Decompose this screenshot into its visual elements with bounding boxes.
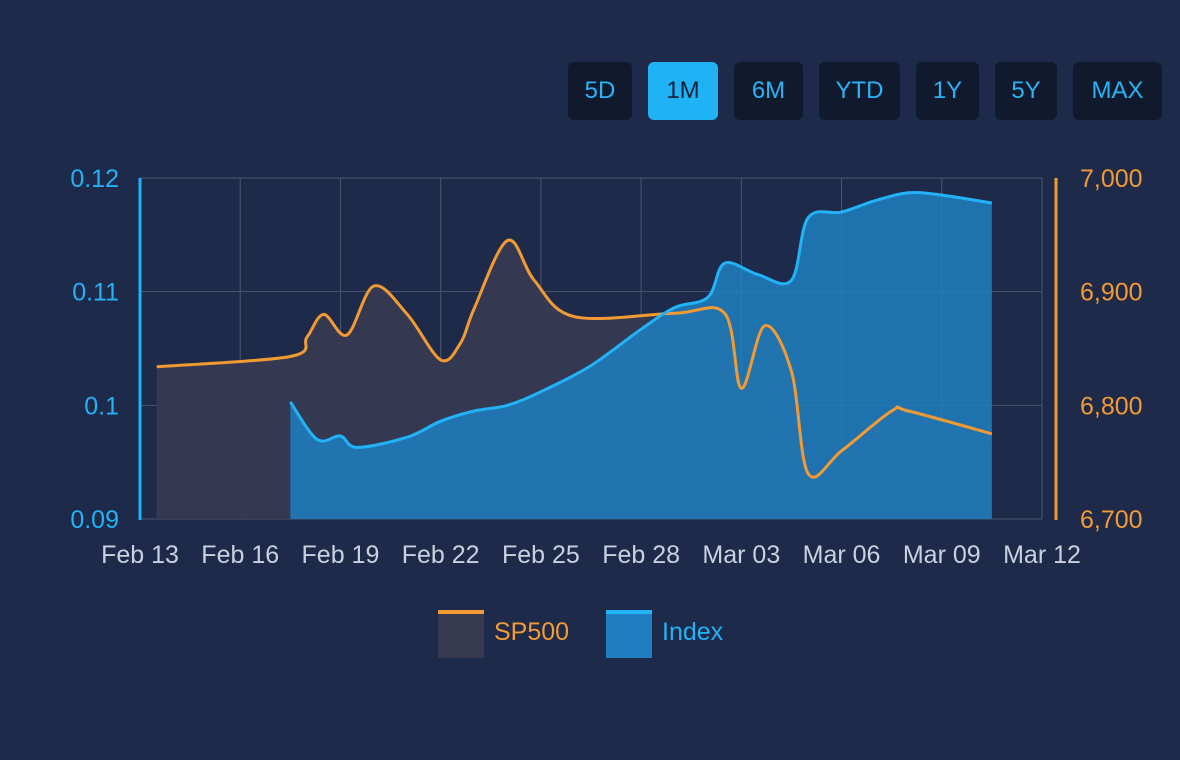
legend-index[interactable]: Index	[606, 610, 746, 660]
legend-sp500[interactable]: SP500	[438, 610, 598, 660]
legend-sp500-label: SP500	[494, 618, 570, 646]
y-right-tick-label: 6,900	[1080, 279, 1143, 307]
range-button-1m[interactable]: 1M	[648, 62, 718, 120]
chart: 0.12 0.11 0.1 0.09 7,000 6,900 6,800 6,700 Feb 1…	[70, 165, 1143, 569]
sp500-line	[156, 238, 993, 479]
range-button-ytd[interactable]: YTD	[819, 62, 900, 120]
range-button-6m[interactable]: 6M	[734, 62, 803, 120]
x-tick-label: Mar 12	[1003, 541, 1081, 569]
y-right-tick-label: 6,700	[1080, 506, 1143, 534]
y-right-tick-label: 7,000	[1080, 165, 1143, 193]
range-button-5y[interactable]: 5Y	[995, 62, 1057, 120]
index-area	[290, 192, 992, 520]
range-button-5d[interactable]: 5D	[568, 62, 632, 120]
legend-index-label: Index	[662, 618, 724, 646]
x-tick-label: Feb 22	[402, 541, 480, 569]
y-right-tick-label: 6,800	[1080, 392, 1143, 420]
x-tick-label: Feb 19	[302, 541, 380, 569]
x-tick-label: Feb 25	[502, 541, 580, 569]
y-left-tick-label: 0.11	[72, 279, 119, 307]
x-tick-label: Feb 13	[101, 541, 179, 569]
x-tick-label: Mar 09	[903, 541, 981, 569]
y-left-tick-label: 0.1	[84, 392, 119, 420]
x-tick-label: Mar 06	[803, 541, 881, 569]
range-button-1y[interactable]: 1Y	[916, 62, 979, 120]
index-line	[289, 190, 993, 449]
y-left-tick-label: 0.09	[70, 506, 119, 534]
range-button-max[interactable]: MAX	[1073, 62, 1162, 120]
x-tick-label: Feb 28	[602, 541, 680, 569]
x-tick-label: Mar 03	[702, 541, 780, 569]
legend-sp500-swatch	[438, 610, 484, 658]
x-tick-label: Feb 16	[201, 541, 279, 569]
legend-index-swatch	[606, 610, 652, 658]
y-left-tick-label: 0.12	[70, 165, 119, 193]
